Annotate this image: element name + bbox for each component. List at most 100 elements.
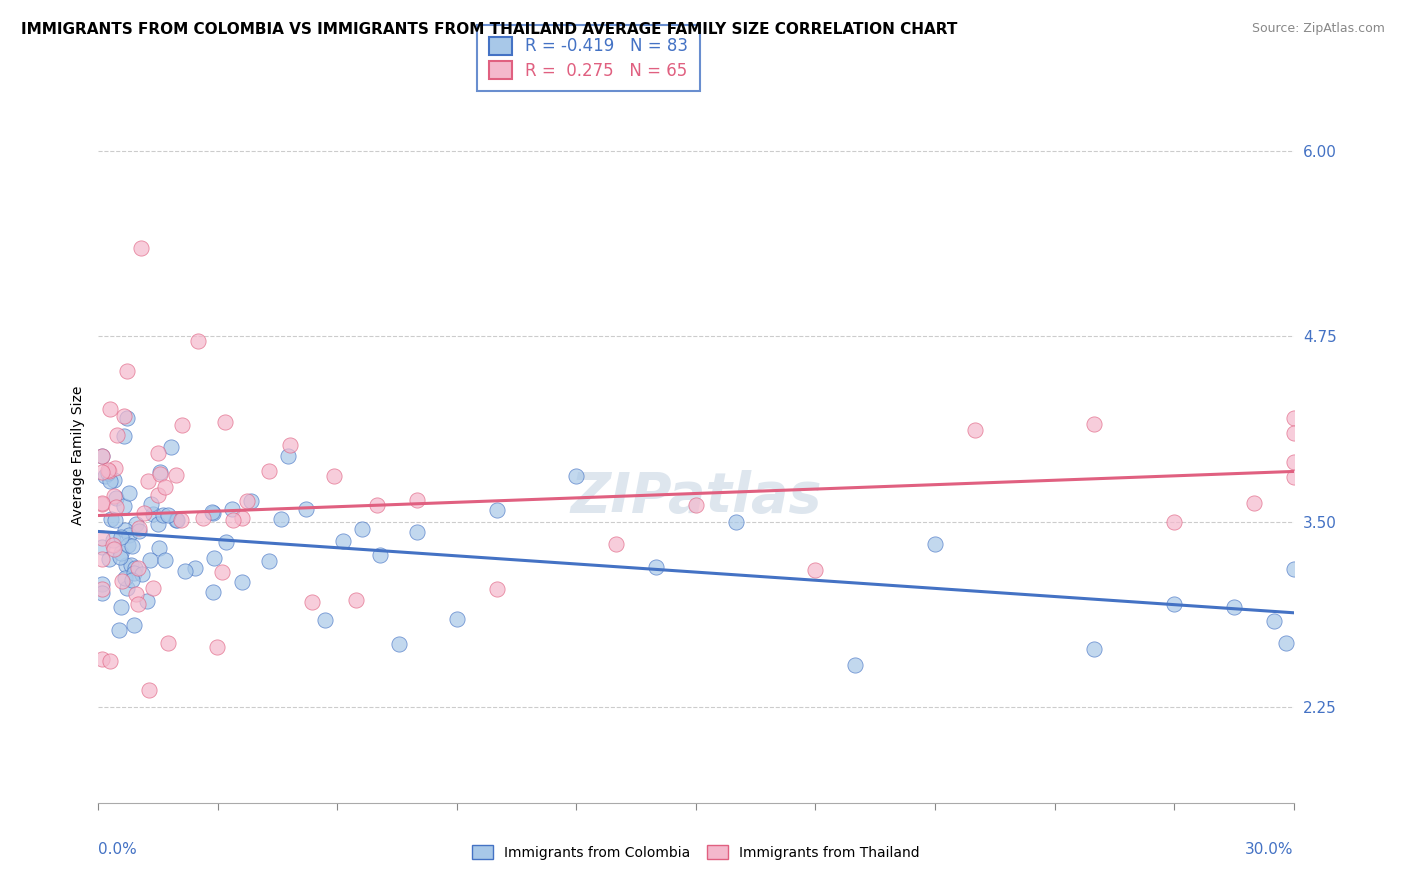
Point: [142, 507, 165, 521]
Point: [112, 429, 135, 443]
Point: [138, 553, 160, 567]
Point: [257, 465, 280, 479]
Point: [91, 465, 114, 479]
Point: [148, 541, 170, 556]
Point: [117, 538, 139, 552]
Point: [174, 564, 197, 578]
Point: [1274, 636, 1296, 650]
Point: [1163, 597, 1185, 611]
Point: [110, 530, 132, 544]
Point: [148, 446, 170, 460]
Point: [108, 550, 131, 565]
Y-axis label: Average Family Size: Average Family Size: [70, 385, 84, 524]
Point: [91, 540, 114, 554]
Point: [685, 499, 707, 513]
Point: [485, 582, 508, 596]
Point: [148, 517, 170, 532]
Point: [257, 553, 280, 567]
Point: [446, 612, 468, 626]
Point: [1282, 425, 1305, 440]
Point: [332, 534, 354, 549]
Point: [114, 571, 136, 585]
Point: [91, 450, 114, 464]
Point: [112, 499, 135, 513]
Point: [121, 573, 143, 587]
Point: [91, 577, 114, 591]
Point: [91, 531, 114, 545]
Point: [115, 364, 138, 378]
Point: [149, 465, 172, 479]
Point: [105, 428, 128, 442]
Point: [270, 511, 292, 525]
Point: [165, 467, 187, 482]
Point: [1083, 417, 1105, 431]
Point: [128, 524, 150, 539]
Point: [202, 506, 225, 520]
Point: [301, 595, 323, 609]
Point: [1243, 496, 1265, 510]
Point: [565, 469, 588, 483]
Point: [115, 558, 138, 573]
Point: [202, 585, 225, 599]
Point: [97, 466, 120, 480]
Text: ZIPatlas: ZIPatlas: [571, 470, 821, 524]
Point: [115, 582, 138, 596]
Point: [170, 417, 193, 432]
Point: [108, 624, 131, 638]
Point: [187, 334, 209, 348]
Point: [963, 423, 986, 437]
Point: [149, 467, 172, 481]
Point: [239, 493, 262, 508]
Point: [388, 636, 411, 650]
Point: [165, 513, 187, 527]
Point: [104, 513, 127, 527]
Legend: Immigrants from Colombia, Immigrants from Thailand: Immigrants from Colombia, Immigrants fro…: [467, 839, 925, 865]
Point: [120, 558, 142, 572]
Point: [1282, 470, 1305, 484]
Point: [280, 438, 302, 452]
Point: [159, 440, 181, 454]
Point: [138, 682, 160, 697]
Point: [125, 516, 148, 531]
Point: [110, 545, 132, 559]
Point: [157, 508, 180, 523]
Point: [344, 593, 367, 607]
Point: [114, 523, 136, 537]
Point: [1163, 515, 1185, 529]
Point: [118, 528, 141, 542]
Point: [202, 550, 225, 565]
Point: [804, 563, 827, 577]
Point: [91, 651, 114, 665]
Point: [103, 533, 125, 547]
Point: [1223, 600, 1246, 615]
Point: [129, 241, 152, 255]
Point: [122, 618, 145, 632]
Point: [485, 503, 508, 517]
Point: [91, 582, 114, 596]
Point: [91, 449, 114, 463]
Point: [215, 534, 238, 549]
Point: [724, 515, 747, 529]
Point: [153, 480, 176, 494]
Point: [128, 521, 150, 535]
Point: [132, 506, 155, 520]
Point: [166, 513, 188, 527]
Point: [100, 512, 122, 526]
Point: [1282, 562, 1305, 576]
Point: [205, 640, 228, 654]
Point: [98, 474, 121, 488]
Point: [844, 658, 866, 673]
Point: [221, 502, 243, 516]
Text: IMMIGRANTS FROM COLOMBIA VS IMMIGRANTS FROM THAILAND AVERAGE FAMILY SIZE CORRELA: IMMIGRANTS FROM COLOMBIA VS IMMIGRANTS F…: [21, 22, 957, 37]
Point: [184, 561, 207, 575]
Point: [645, 560, 668, 574]
Point: [322, 469, 344, 483]
Point: [91, 552, 114, 566]
Point: [94, 468, 117, 483]
Point: [111, 574, 134, 588]
Point: [605, 536, 627, 550]
Point: [105, 500, 128, 514]
Point: [142, 581, 165, 595]
Point: [231, 510, 253, 524]
Point: [277, 449, 299, 463]
